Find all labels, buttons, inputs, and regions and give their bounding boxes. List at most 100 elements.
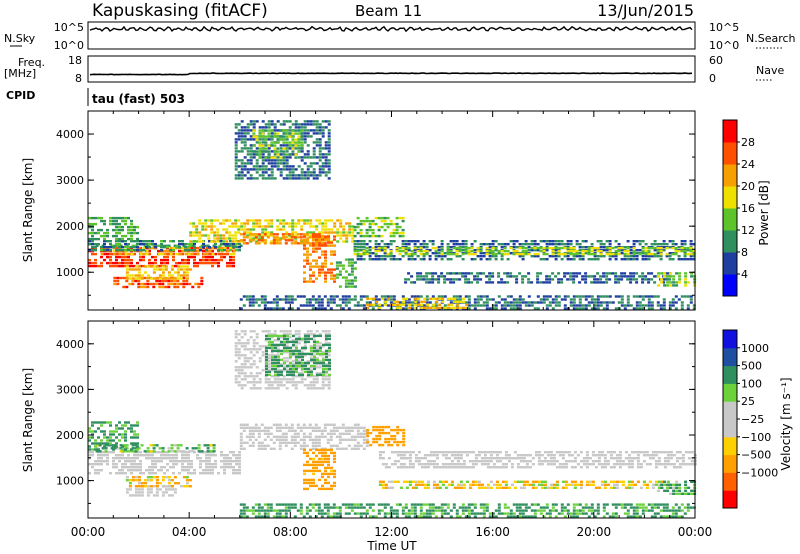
power-cell — [620, 252, 624, 255]
power-cell — [152, 268, 156, 271]
power-cell — [251, 298, 255, 301]
power-cell — [548, 246, 552, 250]
velocity-cell — [399, 486, 403, 489]
power-cell — [387, 297, 391, 300]
velocity-cell — [324, 451, 327, 455]
power-cell — [641, 255, 645, 258]
power-cell — [527, 243, 531, 246]
velocity-cell — [309, 333, 313, 336]
power-cell — [195, 228, 199, 231]
power-cell — [158, 285, 162, 289]
power-cell — [324, 159, 328, 162]
velocity-cell — [324, 454, 327, 458]
power-cell — [249, 237, 253, 240]
power-cell — [608, 252, 612, 256]
power-cell — [118, 225, 121, 229]
velocity-cell — [633, 457, 637, 460]
velocity-cell — [181, 463, 184, 466]
velocity-cell — [121, 424, 124, 427]
power-cell — [345, 240, 349, 243]
power-cell — [258, 141, 262, 144]
power-cell — [338, 261, 342, 264]
power-cell — [118, 237, 121, 241]
power-cell — [88, 243, 91, 246]
velocity-cell — [519, 480, 523, 483]
power-cell — [317, 295, 321, 298]
velocity-cell — [133, 466, 136, 469]
velocity-cell — [193, 469, 196, 472]
power-cell — [297, 177, 301, 180]
power-cell — [429, 297, 433, 300]
power-cell — [617, 281, 621, 284]
power-cell — [351, 240, 355, 243]
velocity-cell — [332, 432, 336, 435]
power-cell — [261, 234, 265, 237]
power-cell — [232, 264, 235, 268]
power-cell — [109, 249, 112, 252]
power-cell — [632, 295, 636, 298]
power-cell — [306, 135, 310, 138]
power-cell — [88, 237, 91, 241]
power-cell — [208, 240, 211, 243]
velocity-cell — [140, 485, 144, 488]
power-cell — [294, 156, 298, 159]
power-cell — [112, 249, 116, 253]
power-cell — [270, 144, 274, 147]
power-cell — [267, 120, 271, 123]
velocity-cell — [205, 469, 208, 472]
power-cell — [383, 216, 387, 220]
velocity-cell — [95, 444, 99, 447]
velocity-cell — [390, 443, 394, 447]
power-cell — [312, 174, 316, 177]
velocity-cell — [149, 491, 153, 494]
power-cell — [240, 159, 244, 162]
velocity-cell — [315, 345, 319, 348]
power-cell — [237, 177, 241, 180]
velocity-cell — [356, 447, 360, 450]
velocity-cell — [149, 450, 153, 453]
power-cell — [353, 234, 357, 238]
power-cell — [142, 246, 146, 250]
velocity-cell — [308, 426, 312, 429]
power-cell — [207, 225, 211, 228]
power-cell — [551, 252, 555, 256]
power-cell — [140, 282, 144, 286]
velocity-cell — [378, 425, 382, 429]
velocity-cell — [519, 486, 523, 489]
velocity-cell — [630, 486, 634, 489]
velocity-cell — [94, 430, 97, 433]
velocity-cell — [100, 424, 103, 427]
power-cell — [312, 150, 316, 153]
power-cell — [243, 174, 247, 177]
velocity-cell — [264, 345, 268, 348]
power-cell — [593, 275, 597, 278]
power-cell — [261, 171, 265, 174]
power-cell — [596, 278, 600, 281]
velocity-cell — [240, 330, 244, 333]
power-cell — [273, 132, 277, 135]
velocity-cell — [184, 466, 187, 469]
power-cell — [187, 246, 190, 249]
power-cell — [91, 216, 94, 220]
power-cell — [91, 264, 94, 268]
velocity-cell — [318, 345, 322, 348]
power-cell — [228, 237, 232, 240]
velocity-cell — [384, 425, 388, 429]
velocity-cell — [281, 438, 285, 441]
power-cell — [320, 307, 324, 310]
power-cell — [312, 141, 316, 144]
power-cell — [118, 249, 121, 252]
power-cell — [665, 255, 669, 258]
power-cell — [308, 301, 312, 304]
power-cell — [467, 246, 471, 250]
power-cell — [488, 249, 492, 253]
power-cell — [671, 298, 675, 301]
power-cell — [228, 234, 232, 237]
power-cell — [587, 249, 591, 253]
power-cell — [545, 249, 549, 252]
power-cell — [97, 231, 100, 235]
power-cell — [551, 272, 555, 275]
velocity-cell — [124, 457, 127, 460]
power-cell — [434, 252, 438, 255]
velocity-cell — [390, 428, 394, 432]
